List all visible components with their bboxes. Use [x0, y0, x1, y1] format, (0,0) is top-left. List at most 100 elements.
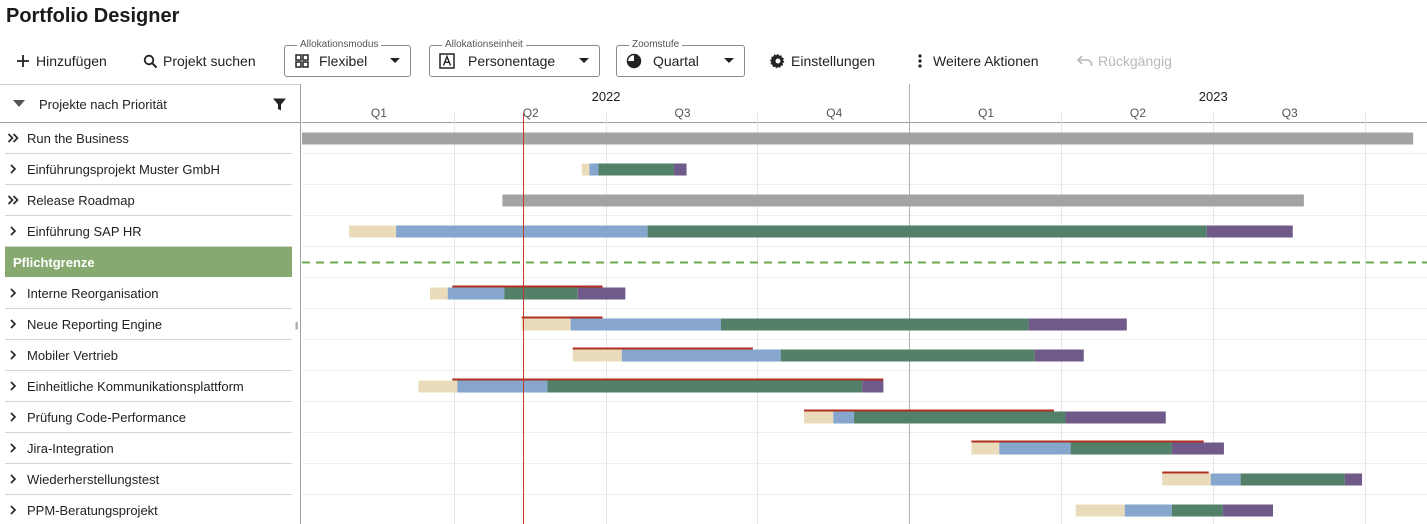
phase-bar — [1240, 473, 1345, 486]
zoom-level-caption: Zoomstufe — [629, 39, 683, 51]
plus-icon — [14, 52, 32, 70]
chevron-right-icon[interactable] — [5, 471, 21, 487]
quarter-label: Q1 — [978, 106, 995, 120]
phase-bar — [598, 163, 674, 176]
project-row[interactable]: Run the Business — [5, 123, 292, 154]
zoom-level-select[interactable]: Zoomstufe Quartal — [616, 39, 745, 77]
filter-icon[interactable] — [272, 97, 288, 113]
search-project-button[interactable]: Projekt suchen — [141, 50, 256, 72]
allocation-unit-value: Personentage — [468, 53, 556, 69]
project-row[interactable]: Einheitliche Kommunikationsplattform — [5, 371, 292, 402]
project-row-label: Release Roadmap — [27, 192, 135, 208]
chevron-right-icon[interactable] — [5, 223, 21, 239]
panel-resize-handle[interactable]: || — [295, 321, 298, 330]
year-label: 2023 — [1198, 89, 1228, 104]
collapse-triangle-icon[interactable] — [13, 100, 25, 107]
phase-bar — [1206, 225, 1293, 238]
allocation-unit-caption: Allokationseinheit — [442, 39, 526, 51]
project-row-label: Wiederherstellungstest — [27, 471, 160, 487]
undo-button[interactable]: Rückgängig — [1076, 50, 1172, 72]
search-project-label: Projekt suchen — [163, 53, 256, 69]
phase-bar — [570, 318, 721, 331]
phase-bar — [1065, 411, 1166, 424]
allocation-mode-value: Flexibel — [319, 53, 368, 69]
year-label: 2022 — [591, 89, 621, 104]
toolbar: Hinzufügen Projekt suchen Allokationsmod… — [0, 38, 1427, 82]
container-bar — [302, 132, 1414, 145]
phase-bar — [971, 442, 1000, 455]
project-list-header-label: Projekte nach Priorität — [39, 97, 167, 112]
project-row-label: Pflichtgrenze — [13, 254, 95, 270]
chevron-right-icon[interactable] — [5, 440, 21, 456]
project-row-label: Einführungsprojekt Muster GmbH — [27, 161, 220, 177]
chevron-right-icon[interactable] — [5, 409, 21, 425]
project-row[interactable]: Release Roadmap — [5, 185, 292, 216]
quarter-label: Q2 — [522, 106, 539, 120]
chevron-right-icon[interactable] — [5, 161, 21, 177]
project-row-label: Jira-Integration — [27, 440, 114, 456]
phase-bar — [720, 318, 1029, 331]
settings-button[interactable]: Einstellungen — [769, 50, 875, 72]
chevron-right-icon[interactable] — [5, 285, 21, 301]
phase-bar — [854, 411, 1066, 424]
phase-bar — [577, 287, 626, 300]
phase-bar — [803, 411, 834, 424]
chevron-right-icon[interactable] — [5, 347, 21, 363]
phase-bar — [647, 225, 1207, 238]
phase-bar — [1075, 504, 1125, 517]
phase-bar — [1210, 473, 1241, 486]
chevron-right-icon[interactable] — [5, 502, 21, 518]
allocation-unit-select[interactable]: Allokationseinheit Personentage — [429, 39, 600, 77]
project-row[interactable]: PPM-Beratungsprojekt — [5, 495, 292, 524]
project-row[interactable]: Jira-Integration — [5, 433, 292, 464]
phase-bar — [430, 287, 448, 300]
phase-bar — [418, 380, 458, 393]
gear-icon — [769, 52, 787, 70]
pflicht-boundary-row[interactable]: Pflichtgrenze — [5, 247, 292, 277]
project-row[interactable]: Einführungsprojekt Muster GmbH — [5, 154, 292, 185]
project-row-label: PPM-Beratungsprojekt — [27, 502, 158, 518]
deadline-marker — [971, 440, 1204, 443]
phase-bar — [457, 380, 548, 393]
project-row[interactable]: Wiederherstellungstest — [5, 464, 292, 495]
chevron-right-icon[interactable] — [5, 316, 21, 332]
double-chevron-right-icon[interactable] — [5, 192, 21, 208]
project-row[interactable]: Einführung SAP HR — [5, 216, 292, 247]
phase-bar — [1124, 504, 1172, 517]
phase-bar — [547, 380, 863, 393]
more-actions-button[interactable]: Weitere Aktionen — [911, 50, 1039, 72]
phase-bar — [1034, 349, 1084, 362]
add-button-label: Hinzufügen — [36, 53, 107, 69]
grid-icon — [293, 52, 311, 70]
phase-bar — [447, 287, 505, 300]
phase-bar — [999, 442, 1071, 455]
phase-bar — [1171, 442, 1224, 455]
double-chevron-right-icon[interactable] — [5, 130, 21, 146]
zoom-level-value: Quartal — [653, 53, 699, 69]
phase-bar — [396, 225, 648, 238]
project-row[interactable]: Interne Reorganisation — [5, 278, 292, 309]
deadline-marker — [803, 409, 1054, 412]
project-row-label: Mobiler Vertrieb — [27, 347, 119, 363]
settings-label: Einstellungen — [791, 53, 876, 69]
gantt-canvas — [302, 84, 1427, 524]
phase-bar — [833, 411, 855, 424]
deadline-marker — [572, 347, 753, 350]
deadline-marker — [452, 285, 603, 288]
phase-bar — [349, 225, 397, 238]
project-row[interactable]: Prüfung Code-Performance — [5, 402, 292, 433]
chevron-right-icon[interactable] — [5, 378, 21, 394]
search-icon — [141, 52, 159, 70]
phase-bar — [621, 349, 781, 362]
add-button[interactable]: Hinzufügen — [14, 50, 107, 72]
project-row[interactable]: Neue Reporting Engine — [5, 309, 292, 340]
chevron-down-icon — [390, 58, 400, 63]
undo-label: Rückgängig — [1098, 53, 1172, 69]
deadline-marker — [521, 316, 603, 319]
allocation-mode-select[interactable]: Allokationsmodus Flexibel — [284, 39, 411, 77]
letter-a-box-icon — [438, 52, 456, 70]
phase-bar — [589, 163, 599, 176]
project-list-panel: Projekte nach Priorität Run the Business… — [0, 84, 301, 524]
phase-bar — [780, 349, 1035, 362]
project-row[interactable]: Mobiler Vertrieb — [5, 340, 292, 371]
